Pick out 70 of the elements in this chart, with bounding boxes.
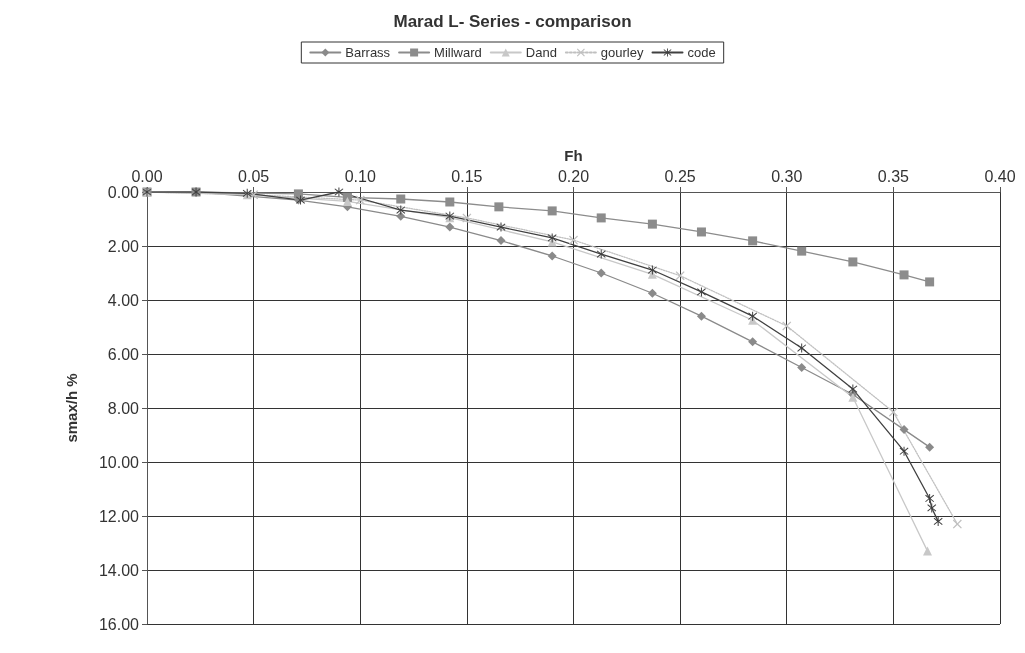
y-tick-label: 10.00 <box>98 453 140 471</box>
y-tick-label: 8.00 <box>107 399 140 417</box>
point <box>797 343 807 353</box>
point <box>927 503 937 513</box>
point <box>547 233 557 243</box>
point <box>748 236 758 246</box>
point <box>445 222 455 232</box>
x-tick-label: 0.25 <box>664 167 696 185</box>
point <box>496 236 506 246</box>
point <box>696 311 706 321</box>
x-tick-label: 0.30 <box>771 167 803 185</box>
point <box>396 211 406 221</box>
point <box>899 446 909 456</box>
point <box>848 384 858 394</box>
point <box>647 288 657 298</box>
y-tick-label: 6.00 <box>107 345 140 363</box>
point <box>933 516 943 526</box>
point <box>496 222 506 232</box>
point <box>596 213 606 223</box>
y-axis-title: smax/h % <box>63 373 80 443</box>
point <box>293 189 303 199</box>
x-tick-label: 0.05 <box>238 167 270 185</box>
point <box>899 270 909 280</box>
y-tick-label: 12.00 <box>98 507 140 525</box>
point <box>925 442 935 452</box>
point <box>675 271 685 281</box>
point <box>696 227 706 237</box>
point <box>569 235 578 245</box>
point <box>952 519 962 529</box>
point <box>396 194 406 204</box>
x-tick-label: 0.10 <box>344 167 376 185</box>
point <box>782 321 792 331</box>
point <box>797 363 807 372</box>
x-tick-label: 0.20 <box>557 167 590 185</box>
legend-label: gourley <box>600 45 644 60</box>
point <box>647 219 657 229</box>
point <box>396 205 406 215</box>
point <box>342 196 352 206</box>
point <box>334 187 344 197</box>
point <box>899 425 909 435</box>
y-tick-label: 0.00 <box>107 183 140 201</box>
point <box>494 202 504 212</box>
point <box>596 249 606 259</box>
point <box>596 268 606 278</box>
x-tick-label: 0.00 <box>131 167 163 185</box>
legend-label: Dand <box>525 45 557 60</box>
point <box>848 257 858 267</box>
legend-label: Barrass <box>345 45 391 60</box>
point <box>925 277 935 287</box>
x-tick-label: 0.15 <box>451 167 483 185</box>
x-axis-title: Fh <box>564 147 583 165</box>
point <box>888 407 898 417</box>
x-tick-label: 0.35 <box>877 167 910 185</box>
legend-label: Millward <box>434 45 482 60</box>
point <box>925 493 935 503</box>
point <box>355 195 365 205</box>
y-tick-label: 16.00 <box>98 615 140 633</box>
y-tick-label: 14.00 <box>98 561 140 579</box>
point <box>922 546 932 556</box>
point <box>748 337 758 347</box>
point <box>797 246 807 256</box>
point <box>547 251 557 261</box>
legend-label: code <box>687 45 716 60</box>
point <box>547 206 557 216</box>
x-tick-label: 0.40 <box>984 167 1016 185</box>
point <box>748 311 758 321</box>
y-tick-label: 2.00 <box>107 237 140 255</box>
chart-title: Marad L- Series - comparison <box>393 12 632 31</box>
y-tick-label: 4.00 <box>107 291 140 309</box>
point <box>445 197 455 207</box>
